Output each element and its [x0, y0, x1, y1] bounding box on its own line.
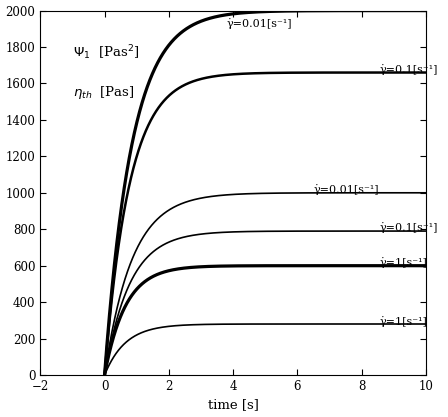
- Text: γ̇=0.01[s⁻¹]: γ̇=0.01[s⁻¹]: [227, 18, 292, 29]
- Text: γ̇=1[s⁻¹]: γ̇=1[s⁻¹]: [379, 257, 427, 269]
- Text: $\eta_{th}$  [Pas]: $\eta_{th}$ [Pas]: [73, 84, 134, 101]
- Text: γ̇=0.01[s⁻¹]: γ̇=0.01[s⁻¹]: [314, 183, 379, 195]
- Text: $\Psi_1$  [Pas$^2$]: $\Psi_1$ [Pas$^2$]: [73, 43, 139, 62]
- X-axis label: time [s]: time [s]: [208, 399, 258, 412]
- Text: γ̇=0.1[s⁻¹]: γ̇=0.1[s⁻¹]: [379, 222, 438, 233]
- Text: γ̇=0.1[s⁻¹]: γ̇=0.1[s⁻¹]: [379, 64, 438, 75]
- Text: γ̇=1[s⁻¹]: γ̇=1[s⁻¹]: [379, 316, 427, 327]
